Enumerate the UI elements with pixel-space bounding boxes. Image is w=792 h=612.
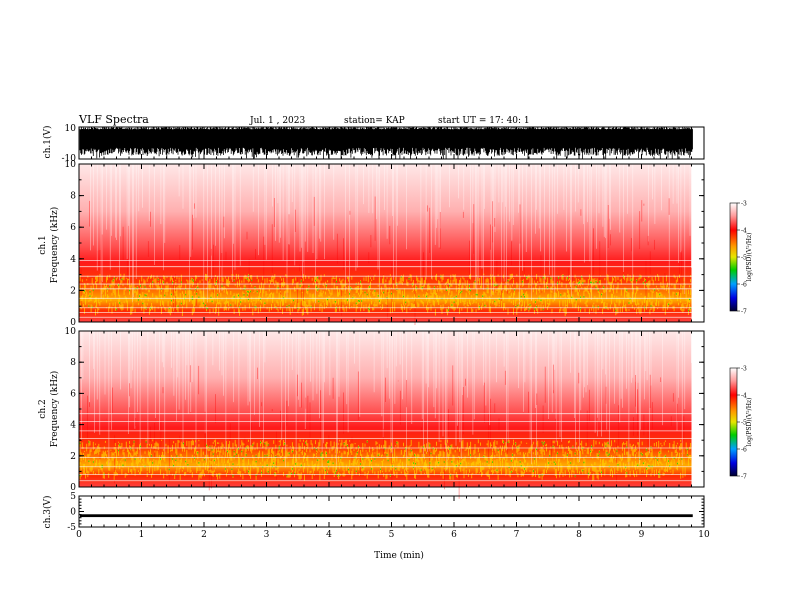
spectrogram-white-streaks [81,331,692,472]
ch1-waveform-trace [79,127,693,159]
y-tick-label: 2 [70,452,76,462]
x-tick-label: 5 [389,530,395,540]
spectrogram-background [79,331,692,487]
spectrogram-empty-region [691,164,704,322]
ch1-waveform-panel: 10 -10 [62,124,705,164]
ch3-waveform-trace [80,514,693,518]
colorbar-tick-label: -5 [741,255,747,262]
y-tick-label: 4 [70,421,76,431]
y-tick-label: 8 [70,192,76,202]
colorbar-tick-label: -7 [741,474,747,481]
ch1-colorbar: -3 -4 -5 -6 -7 log(PSD)(V²/Hz) [729,201,753,316]
ch2-colorbar: -3 -4 -5 -6 -7 log(PSD)(V²/Hz) [729,366,753,481]
y-tick-label: 10 [65,327,77,337]
colorbar-tick-label: -3 [741,201,747,208]
y-tick-label: 10 [65,124,77,134]
x-tick-label: 1 [139,530,145,540]
x-tick-label: 7 [514,530,520,540]
y-tick-label: 10 [65,160,77,170]
x-tick-label: 4 [326,530,332,540]
sp2-ylabel-freq: Frequency (kHz) [49,371,60,448]
y-tick-label: 0 [70,483,76,493]
x-tick-label: 9 [639,530,645,540]
x-axis-label: Time (min) [374,550,424,561]
y-tick-label: 0 [70,318,76,328]
y-tick-label: 2 [70,286,76,296]
y-tick-label: 8 [70,358,76,368]
station-label: station= KAP [344,116,405,126]
date-label: Jul. 1 , 2023 [249,116,305,126]
y-tick-label: 5 [70,492,76,502]
colorbar-tick-label: -4 [741,228,747,235]
y-tick-label: 6 [70,389,76,399]
x-tick-label: 0 [76,530,82,540]
y-tick-label: -5 [67,523,76,533]
x-tick-label: 8 [576,530,582,540]
sp2-ylabel-channel: ch.2 [38,399,48,418]
colorbar-tick-label: -6 [741,282,747,289]
x-tick-label: 10 [698,530,710,540]
colorbar-label: log(PSD)(V²/Hz) [746,398,753,447]
start-time-label: start UT = 17: 40: 1 [438,116,530,126]
colorbar-tick-label: -7 [741,309,747,316]
ch3-ylabel: ch.3(V) [42,496,53,529]
figure-title: VLF Spectra [78,113,149,126]
colorbar-tick-label: -5 [741,420,747,427]
ch2-spectrogram-panel: 0 2 4 6 8 10 [65,327,705,499]
y-tick-label: -10 [62,154,77,164]
colorbar-tick-label: -3 [741,366,747,373]
x-tick-label: 3 [264,530,270,540]
y-tick-label: 4 [70,255,76,265]
spectrogram-empty-region [691,331,704,487]
y-tick-label: 0 [70,508,76,518]
colorbar-tick-label: -4 [741,393,747,400]
ch1-ylabel: ch.1(V) [42,126,53,159]
colorbar-label: log(PSD)(V²/Hz) [746,233,753,282]
colorbar-gradient [729,202,738,312]
sp1-ylabel-freq: Frequency (kHz) [49,207,60,284]
sp1-ylabel-channel: ch.1 [38,235,48,254]
ch1-spectrogram-panel: 0 2 4 6 8 10 [65,160,705,328]
x-tick-label: 2 [201,530,207,540]
x-tick-label: 6 [451,530,457,540]
colorbar-gradient [729,367,738,477]
y-tick-label: 6 [70,223,76,233]
colorbar-tick-label: -6 [741,447,747,454]
